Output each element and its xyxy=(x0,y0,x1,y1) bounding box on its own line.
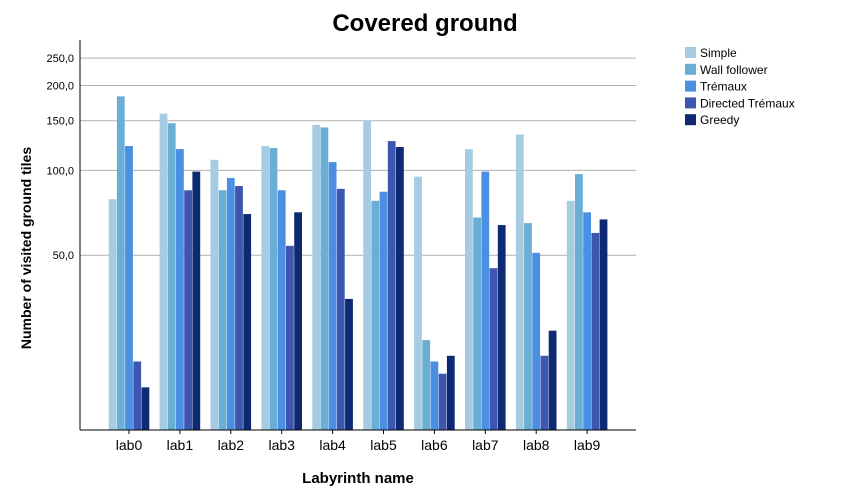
bar xyxy=(133,361,142,430)
y-tick-labels: 50,0 100,0 150,0 200,0 250,0 xyxy=(46,53,74,262)
bar xyxy=(336,188,345,430)
x-tick-label: lab1 xyxy=(167,437,194,453)
x-tick-label: lab4 xyxy=(319,437,346,453)
legend-swatch xyxy=(685,47,696,58)
chart-title: Covered ground xyxy=(332,10,517,37)
legend-swatch xyxy=(685,80,696,92)
legend-swatch xyxy=(685,114,696,126)
bar xyxy=(125,146,133,430)
bar xyxy=(414,176,422,430)
x-tick-label: lab7 xyxy=(472,437,499,453)
x-tick-label: lab2 xyxy=(218,437,245,453)
bar xyxy=(176,149,184,430)
bar xyxy=(566,200,575,430)
legend-label: Greedy xyxy=(700,113,739,127)
x-tick-label: lab5 xyxy=(370,437,397,453)
y-tick-label: 100,0 xyxy=(46,165,74,177)
bar xyxy=(379,191,388,430)
bar xyxy=(141,387,150,430)
bar xyxy=(210,159,219,430)
bar xyxy=(108,199,117,430)
bar xyxy=(489,268,498,430)
bar xyxy=(438,373,447,430)
bar xyxy=(575,174,583,430)
bar xyxy=(116,96,125,430)
bar xyxy=(294,212,302,430)
bar xyxy=(371,200,380,430)
bar xyxy=(387,141,396,430)
x-tick-label: lab6 xyxy=(421,437,448,453)
legend-label: Directed Trémaux xyxy=(700,96,795,110)
y-tick-label: 200,0 xyxy=(46,80,74,92)
bar xyxy=(192,171,201,430)
x-tick-label: lab8 xyxy=(523,437,550,453)
y-tick-label: 250,0 xyxy=(46,53,74,65)
y-axis-label: Number of visited ground tiles xyxy=(18,147,34,349)
legend-swatch xyxy=(685,97,696,109)
bar xyxy=(446,355,455,430)
bar xyxy=(473,217,481,430)
y-tick-label: 50,0 xyxy=(53,250,74,262)
bar xyxy=(481,171,490,430)
bar xyxy=(599,219,608,430)
legend: Simple Wall follower Trémaux Directed Tréma… xyxy=(685,46,795,127)
y-tick-label: 150,0 xyxy=(46,116,74,128)
bar xyxy=(328,162,337,431)
bar xyxy=(235,186,243,430)
bar xyxy=(261,146,270,430)
bar xyxy=(524,223,532,430)
bar xyxy=(540,355,549,430)
bar xyxy=(159,113,168,430)
legend-label: Wall follower xyxy=(700,63,768,77)
bar xyxy=(548,330,557,430)
bar xyxy=(226,177,235,430)
bar xyxy=(532,252,541,430)
bar xyxy=(218,190,227,430)
bars xyxy=(108,96,608,431)
legend-label: Trémaux xyxy=(700,80,747,94)
bar xyxy=(396,147,404,430)
bar xyxy=(497,225,506,430)
legend-label: Simple xyxy=(700,46,737,60)
bar xyxy=(167,123,176,430)
x-tick-label: lab0 xyxy=(116,437,143,453)
bar xyxy=(345,298,353,430)
x-tick-labels: lab0 lab1 lab2 lab3 lab4 lab5 lab6 lab7 lab8 lab9 xyxy=(116,437,601,453)
legend-swatch xyxy=(685,63,696,75)
bar xyxy=(320,127,329,430)
bar xyxy=(515,134,524,430)
x-tick-label: lab3 xyxy=(268,437,295,453)
bar xyxy=(243,214,252,430)
x-axis-label: Labyrinth name xyxy=(302,470,414,487)
bar xyxy=(269,148,278,430)
bar xyxy=(277,190,286,430)
axes xyxy=(79,40,636,434)
bar xyxy=(184,190,192,430)
bar xyxy=(430,361,439,430)
bar xyxy=(286,245,294,430)
bar xyxy=(422,340,431,430)
x-tick-label: lab9 xyxy=(574,437,601,453)
bar xyxy=(583,212,591,430)
bar xyxy=(363,120,371,430)
bar xyxy=(465,149,473,430)
bar xyxy=(591,232,600,430)
bar xyxy=(312,124,321,430)
